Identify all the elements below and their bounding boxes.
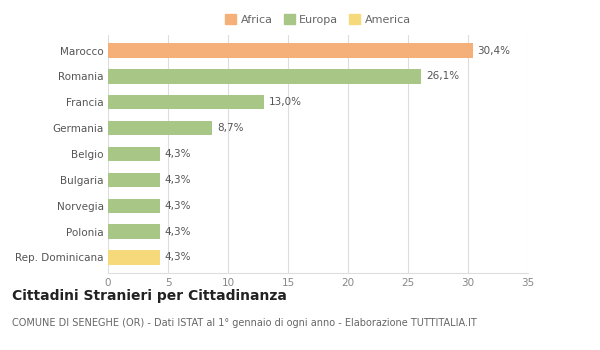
Bar xyxy=(108,199,160,213)
Text: 30,4%: 30,4% xyxy=(478,46,511,56)
Legend: Africa, Europa, America: Africa, Europa, America xyxy=(220,9,416,29)
Bar xyxy=(108,173,160,187)
Bar xyxy=(108,147,160,161)
Text: COMUNE DI SENEGHE (OR) - Dati ISTAT al 1° gennaio di ogni anno - Elaborazione TU: COMUNE DI SENEGHE (OR) - Dati ISTAT al 1… xyxy=(12,318,477,329)
Bar xyxy=(108,250,160,265)
Text: 26,1%: 26,1% xyxy=(426,71,459,82)
Bar xyxy=(108,95,264,109)
Text: 4,3%: 4,3% xyxy=(164,201,191,211)
Text: 8,7%: 8,7% xyxy=(217,123,244,133)
Text: 4,3%: 4,3% xyxy=(164,149,191,159)
Text: Cittadini Stranieri per Cittadinanza: Cittadini Stranieri per Cittadinanza xyxy=(12,289,287,303)
Bar xyxy=(108,121,212,135)
Text: 13,0%: 13,0% xyxy=(269,97,302,107)
Text: 4,3%: 4,3% xyxy=(164,226,191,237)
Bar xyxy=(108,69,421,84)
Bar xyxy=(108,224,160,239)
Text: 4,3%: 4,3% xyxy=(164,175,191,185)
Text: 4,3%: 4,3% xyxy=(164,252,191,262)
Bar xyxy=(108,43,473,58)
